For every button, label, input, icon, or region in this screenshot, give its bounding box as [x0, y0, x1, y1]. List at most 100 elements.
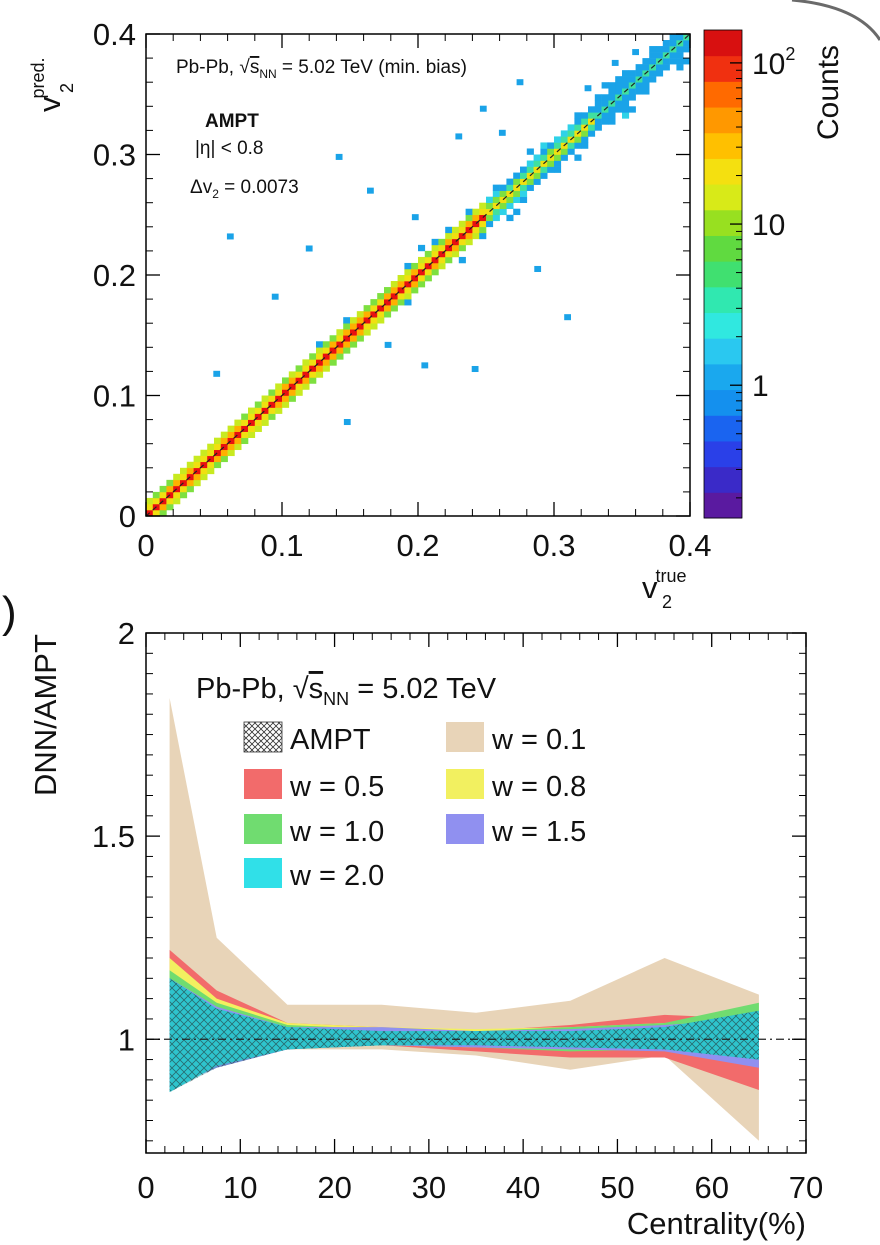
heatmap-bin	[404, 275, 412, 282]
legend-entry: w = 1.5	[446, 814, 586, 848]
heatmap-bin	[234, 431, 242, 438]
heatmap-bin	[329, 353, 337, 360]
heatmap-bin	[193, 479, 201, 487]
heatmap-bin	[622, 112, 630, 119]
heatmap-bin	[452, 238, 460, 246]
heatmap-bin	[329, 341, 337, 348]
heatmap-bin	[227, 449, 235, 457]
heatmap-bin-outlier	[498, 129, 506, 136]
heatmap-bin	[370, 299, 378, 306]
heatmap-bin	[282, 377, 290, 384]
heatmap-bin	[574, 118, 582, 125]
heatmap-bin	[628, 76, 636, 83]
heatmap-bin	[588, 106, 596, 113]
heatmap-bin-outlier	[384, 341, 392, 348]
heatmap-bin	[288, 383, 296, 390]
heatmap-bin-outlier	[226, 233, 234, 240]
heatmap-bin	[574, 124, 582, 131]
heatmap-bin	[309, 359, 317, 366]
heatmap-bin	[404, 293, 412, 300]
heatmap-bin	[472, 220, 480, 228]
heatmap-bin	[601, 100, 609, 107]
heatmap-bin	[166, 503, 174, 511]
heatmap-bin	[336, 341, 344, 348]
heatmap-bin	[574, 142, 582, 149]
heatmap-bin	[370, 317, 378, 324]
heatmap-bin-outlier	[471, 365, 479, 373]
heatmap-bin	[567, 124, 575, 131]
heatmap-bin	[336, 329, 344, 336]
legend-swatch	[446, 769, 484, 799]
legend-label: w = 2.0	[289, 860, 384, 892]
legend-entry: w = 0.8	[446, 769, 586, 803]
heatmap-bin	[248, 419, 256, 426]
heatmap-bin	[343, 341, 351, 348]
legend-entry: w = 0.1	[446, 722, 586, 756]
heatmap-bin	[288, 389, 296, 396]
heatmap-bin	[404, 268, 412, 276]
heatmap-bin	[234, 419, 242, 426]
heatmap-bin	[356, 317, 364, 324]
heatmap-bin	[526, 178, 534, 185]
heatmap-bin	[404, 262, 412, 270]
heatmap-bin	[268, 389, 276, 396]
heatmap-bin	[377, 311, 385, 318]
heatmap-bin	[513, 172, 521, 179]
heatmap-bin	[662, 64, 670, 71]
legend-label: w = 1.5	[491, 816, 586, 848]
heatmap-bin	[486, 214, 494, 222]
heatmap-bin	[438, 262, 446, 270]
heatmap-bin-outlier	[411, 214, 419, 221]
panel-label-fragment: )	[2, 588, 17, 637]
heatmap-bin	[234, 425, 242, 432]
heatmap-bin	[547, 148, 555, 155]
x-axis-title: Centrality(%)	[627, 1206, 806, 1241]
legend-label: w = 1.0	[289, 816, 384, 848]
heatmap-bin	[452, 226, 460, 234]
heatmap-bin	[560, 154, 568, 161]
heatmap-bin	[486, 196, 494, 203]
heatmap-bin	[397, 275, 405, 282]
heatmap-bin	[186, 461, 194, 469]
heatmap-bin	[520, 166, 528, 173]
heatmap-bins	[146, 34, 690, 516]
colorbar-segment	[704, 107, 742, 134]
heatmap-bin	[458, 226, 466, 234]
heatmap-bin	[676, 52, 684, 59]
heatmap-bin	[540, 148, 548, 155]
heatmap-bin	[513, 178, 521, 185]
heatmap-bin	[146, 497, 154, 505]
heatmap-bin	[384, 287, 392, 294]
heatmap-bin	[492, 190, 500, 197]
heatmap-bin	[411, 275, 419, 282]
heatmap-bin	[574, 154, 582, 161]
heatmap-bin	[356, 323, 364, 330]
band-w-1-0	[169, 970, 759, 1080]
heatmap-bin	[642, 88, 650, 95]
heatmap-bin	[540, 154, 548, 161]
heatmap-bin	[615, 76, 623, 83]
heatmap-bin	[574, 136, 582, 143]
heatmap-bin	[302, 365, 310, 372]
heatmap-bin	[479, 232, 487, 240]
heatmap-bin	[445, 256, 453, 264]
heatmap-bin	[295, 365, 303, 372]
heatmap-bin	[492, 184, 500, 191]
corner-decoration	[791, 0, 880, 41]
heatmap-bin	[615, 106, 623, 113]
heatmap-bin	[520, 196, 528, 203]
heatmap-bin	[159, 503, 167, 511]
heatmap-bin	[370, 305, 378, 312]
heatmap-bin	[533, 154, 541, 161]
heatmap-bin	[601, 112, 609, 119]
heatmap-bin	[418, 244, 426, 252]
heatmap-bin	[581, 136, 589, 143]
heatmap-bin	[322, 341, 330, 348]
y-tick-label: 0.4	[93, 17, 136, 52]
heatmap-bin	[526, 184, 534, 191]
heatmap-bin	[656, 70, 664, 77]
heatmap-bin	[458, 256, 466, 264]
heatmap-bin	[227, 425, 235, 432]
heatmap-bin	[608, 88, 616, 95]
